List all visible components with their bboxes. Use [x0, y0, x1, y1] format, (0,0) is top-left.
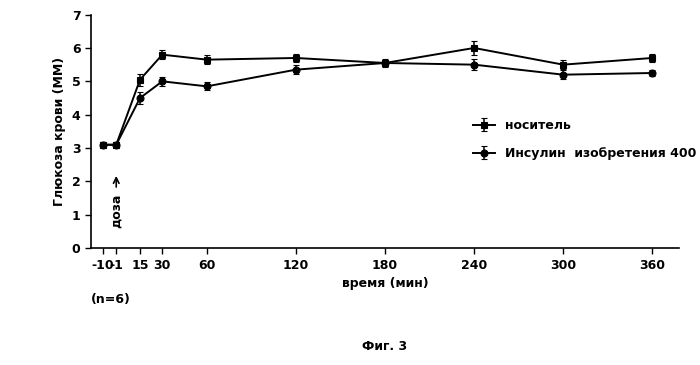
X-axis label: время (мин): время (мин) — [342, 277, 428, 290]
Text: (n=6): (n=6) — [91, 293, 131, 306]
Text: Фиг. 3: Фиг. 3 — [363, 341, 407, 353]
Text: доза: доза — [110, 193, 122, 227]
Legend: носитель, Инсулин  изобретения 400 нмоль/кг: носитель, Инсулин изобретения 400 нмоль/… — [468, 114, 700, 165]
Y-axis label: Глюкоза крови (ММ): Глюкоза крови (ММ) — [53, 57, 66, 206]
